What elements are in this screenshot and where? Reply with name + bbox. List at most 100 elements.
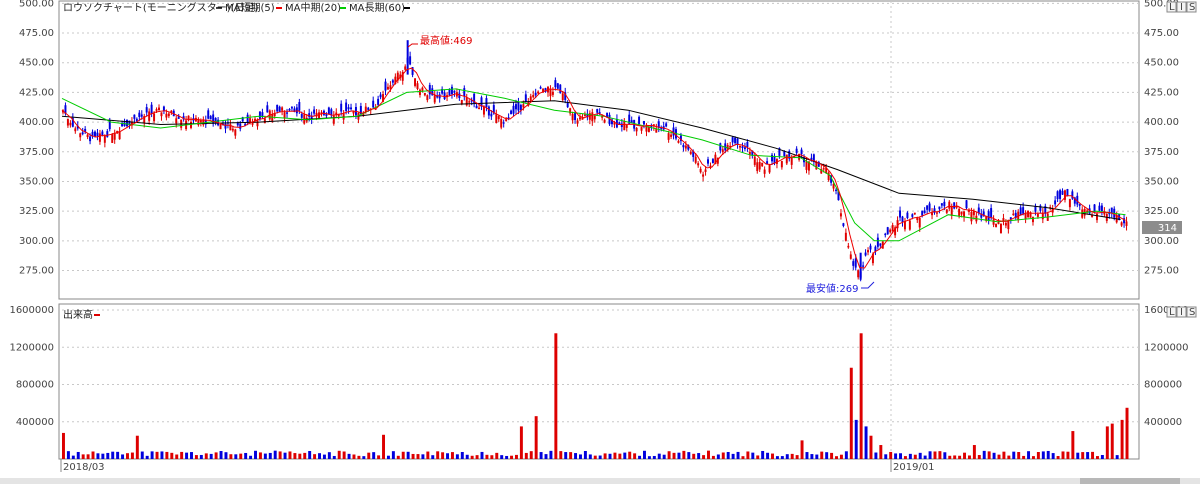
ma-long-line [61,100,1121,220]
candle-body [492,105,495,114]
volume-axis-labels: 1600000 1600000 1200000 1200000 800000 800000… [9,305,1188,428]
volume-bar [1066,451,1070,459]
volume-bar [992,452,996,459]
candle-body [908,220,911,230]
candle-body [298,102,301,111]
candle-body [1091,214,1094,218]
candle-body [903,221,906,230]
volume-bar [825,452,829,459]
candle-body [751,150,754,156]
candle-body [1056,191,1059,200]
volume-bar [76,451,80,459]
volume-bar [145,455,149,459]
volume-bar [1076,452,1080,459]
candle-body [71,117,74,127]
volume-bar [1125,407,1129,459]
volume-bar [278,451,282,459]
button-s-volume[interactable] [1186,306,1197,318]
volume-bar [382,434,386,459]
candle-body [551,91,554,95]
candle-body [896,220,899,229]
button-l-price[interactable] [1166,1,1177,13]
volume-bar [761,450,765,459]
volume-chart-title: 出来高 [63,308,93,321]
candle-body [734,137,737,144]
candle-body [517,102,520,111]
candle-body [990,208,993,218]
candle-body [763,169,766,174]
candle-body [350,107,353,110]
candle-body [431,88,434,96]
price-tick-left: 475.00 [19,28,54,39]
volume-bar [839,454,843,459]
volume-bar [697,453,701,459]
x-label-2019-01: 2019/01 [893,462,935,473]
candle-body [534,92,537,96]
volume-bar [879,445,883,459]
candle-body [729,145,732,148]
candle-body [1029,212,1032,218]
candle-body [94,131,96,137]
candle-body [935,212,938,214]
button-s-price[interactable] [1186,1,1197,13]
volume-bar [396,455,400,459]
candle-body [244,123,247,126]
candle-body [591,112,594,122]
candle-body [418,89,421,95]
candle-body [640,127,643,131]
candle-body [209,116,212,120]
candle-body [576,120,579,124]
volume-bar [785,454,789,459]
candle-body [933,208,936,213]
candle-body [790,157,793,165]
candle-body [128,120,131,126]
button-i-price[interactable] [1176,1,1187,13]
candle-body [485,98,488,108]
candle-body [643,121,645,125]
candle-body [588,113,591,120]
candle-body [121,122,124,127]
candle-body [293,108,296,112]
candle-body [382,94,385,102]
candle-body [507,117,510,120]
candle-body [652,124,655,127]
volume-bar [495,452,499,459]
candle-body [1120,222,1123,226]
button-i-volume[interactable] [1176,306,1187,318]
button-l-volume[interactable] [1166,306,1177,318]
horizontal-scrollbar[interactable] [0,478,1200,484]
candle-high [406,40,409,75]
volume-bar [194,455,198,459]
volume-bar [263,453,267,459]
candle-low [859,252,862,278]
candle-body [874,246,877,252]
volume-bar [731,453,735,459]
volume-bar [1041,451,1045,459]
volume-bar [377,455,381,459]
candle-body [337,114,340,117]
candle-body [84,128,87,133]
volume-bar [170,452,174,459]
volume-bar [593,455,597,459]
candle-body [928,203,931,211]
candle-body [889,229,892,233]
volume-bar [322,454,326,459]
volume-bar [618,453,622,459]
volume-bar [598,455,602,459]
volume-bar [411,453,415,459]
candle-body [234,129,237,136]
candle-body [894,227,897,236]
scrollbar-thumb[interactable] [1080,478,1180,484]
candle-body [118,131,121,140]
candle-body [630,120,633,123]
candle-body [995,223,998,227]
candle-body [867,250,870,253]
volume-bar [854,419,858,459]
volume-bar [1105,426,1109,459]
volume-bar [1086,452,1090,459]
candle-body [187,115,190,121]
price-tick-left: 375.00 [19,147,54,158]
price-panel-frame [58,0,1140,300]
candle-body [837,191,840,201]
